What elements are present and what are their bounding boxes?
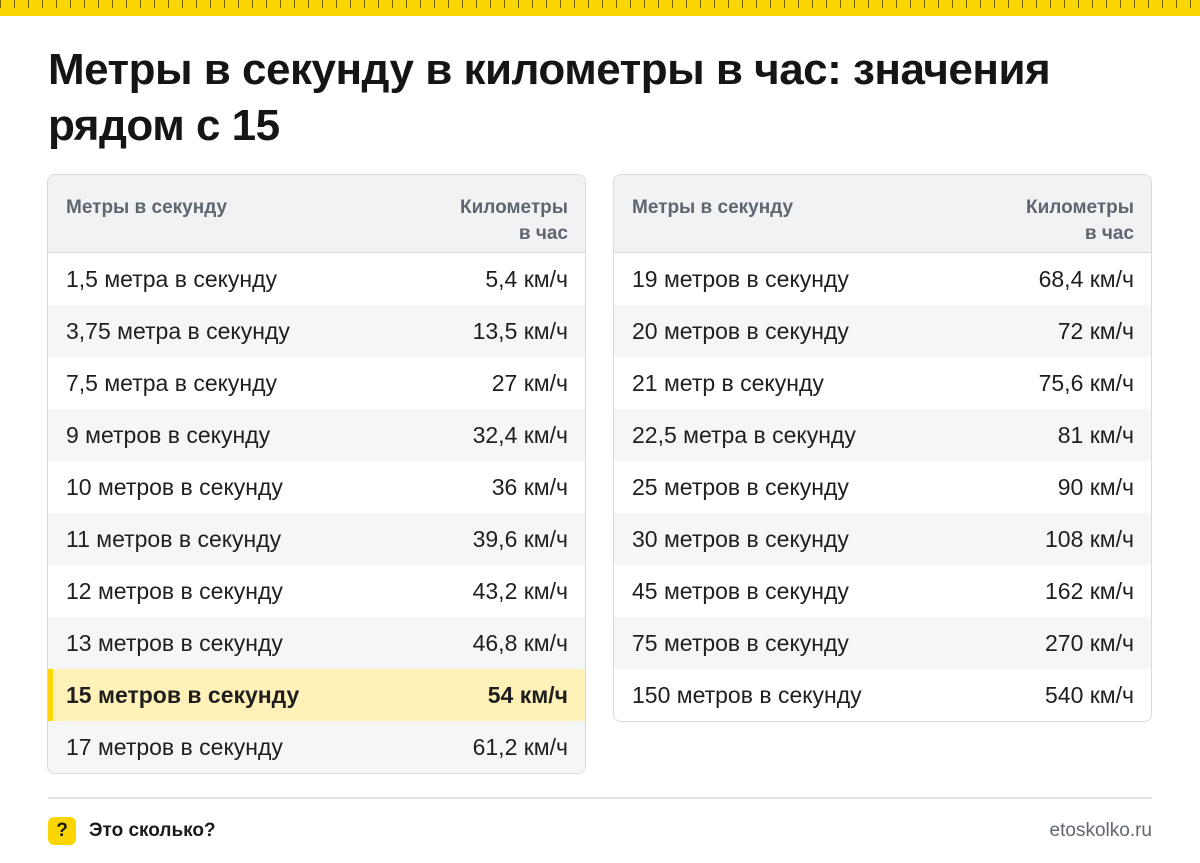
logo-icon: ?	[48, 817, 76, 845]
cell-kmh: 32,4 км/ч	[472, 421, 568, 448]
table-row: 150 метров в секунду 540 км/ч	[614, 669, 1151, 721]
cell-mps: 25 метров в секунду	[632, 473, 849, 500]
cell-kmh: 540 км/ч	[1044, 681, 1134, 708]
cell-kmh: 39,6 км/ч	[472, 525, 568, 552]
table-row: 9 метров в секунду 32,4 км/ч	[48, 409, 585, 461]
table-row: 20 метров в секунду 72 км/ч	[614, 305, 1151, 357]
table-row: 3,75 метра в секунду 13,5 км/ч	[48, 305, 585, 357]
cell-mps: 1,5 метра в секунду	[66, 265, 278, 292]
cell-kmh: 13,5 км/ч	[472, 317, 568, 344]
footer-divider	[48, 797, 1152, 799]
cell-mps: 22,5 метра в секунду	[632, 421, 856, 448]
cell-mps: 21 метр в секунду	[632, 369, 824, 396]
cell-mps: 11 метров в секунду	[66, 525, 282, 552]
cell-kmh: 54 км/ч	[487, 681, 568, 708]
table-row: 19 метров в секунду 68,4 км/ч	[614, 253, 1151, 305]
cell-mps: 19 метров в секунду	[632, 265, 849, 292]
logo-text: Это сколько?	[89, 820, 216, 841]
conversion-table-left: Метры в секунду Километры в час 1,5 метра …	[47, 174, 586, 774]
cell-mps: 13 метров в секунду	[66, 629, 283, 656]
cell-kmh: 81 км/ч	[1057, 421, 1134, 448]
conversion-table-right: Метры в секунду Километры в час 19 метров …	[613, 174, 1152, 722]
table-header: Метры в секунду Километры в час	[614, 175, 1151, 253]
cell-mps: 9 метров в секунду	[66, 421, 271, 448]
table-row: 25 метров в секунду 90 км/ч	[614, 461, 1151, 513]
cell-kmh: 36 км/ч	[491, 473, 568, 500]
table-row: 21 метр в секунду 75,6 км/ч	[614, 357, 1151, 409]
ruler-decoration	[0, 0, 1200, 16]
cell-kmh: 162 км/ч	[1044, 577, 1134, 604]
cell-kmh: 43,2 км/ч	[472, 577, 568, 604]
table-row: 1,5 метра в секунду 5,4 км/ч	[48, 253, 585, 305]
cell-mps: 150 метров в секунду	[632, 681, 862, 708]
column-header-kmh: Километры в час	[1026, 197, 1134, 244]
page-title: Метры в секунду в километры в час: значе…	[48, 45, 1051, 150]
cell-kmh: 5,4 км/ч	[485, 265, 568, 292]
cell-kmh: 27 км/ч	[491, 369, 568, 396]
table-header: Метры в секунду Километры в час	[48, 175, 585, 253]
column-header-kmh: Километры в час	[460, 197, 568, 244]
cell-mps: 30 метров в секунду	[632, 525, 849, 552]
table-row-highlighted: 15 метров в секунду 54 км/ч	[48, 669, 585, 721]
cell-mps: 20 метров в секунду	[632, 317, 849, 344]
cell-kmh: 72 км/ч	[1057, 317, 1134, 344]
cell-kmh: 68,4 км/ч	[1038, 265, 1134, 292]
table-row: 30 метров в секунду 108 км/ч	[614, 513, 1151, 565]
cell-kmh: 61,2 км/ч	[472, 733, 568, 760]
cell-mps: 45 метров в секунду	[632, 577, 849, 604]
cell-kmh: 46,8 км/ч	[472, 629, 568, 656]
cell-mps: 12 метров в секунду	[66, 577, 283, 604]
table-row: 12 метров в секунду 43,2 км/ч	[48, 565, 585, 617]
table-row: 10 метров в секунду 36 км/ч	[48, 461, 585, 513]
table-row: 13 метров в секунду 46,8 км/ч	[48, 617, 585, 669]
cell-mps: 15 метров в секунду	[66, 681, 300, 708]
cell-kmh: 75,6 км/ч	[1038, 369, 1134, 396]
site-link[interactable]: etoskolko.ru	[1049, 820, 1152, 841]
table-row: 75 метров в секунду 270 км/ч	[614, 617, 1151, 669]
cell-mps: 17 метров в секунду	[66, 733, 283, 760]
table-row: 11 метров в секунду 39,6 км/ч	[48, 513, 585, 565]
cell-kmh: 108 км/ч	[1044, 525, 1134, 552]
cell-mps: 3,75 метра в секунду	[66, 317, 290, 344]
table-row: 45 метров в секунду 162 км/ч	[614, 565, 1151, 617]
column-header-mps: Метры в секунду	[632, 197, 794, 218]
cell-mps: 7,5 метра в секунду	[66, 369, 278, 396]
cell-mps: 10 метров в секунду	[66, 473, 283, 500]
table-row: 22,5 метра в секунду 81 км/ч	[614, 409, 1151, 461]
cell-kmh: 270 км/ч	[1044, 629, 1134, 656]
column-header-mps: Метры в секунду	[66, 197, 228, 218]
cell-kmh: 90 км/ч	[1057, 473, 1134, 500]
table-row: 17 метров в секунду 61,2 км/ч	[48, 721, 585, 773]
cell-mps: 75 метров в секунду	[632, 629, 849, 656]
table-row: 7,5 метра в секунду 27 км/ч	[48, 357, 585, 409]
